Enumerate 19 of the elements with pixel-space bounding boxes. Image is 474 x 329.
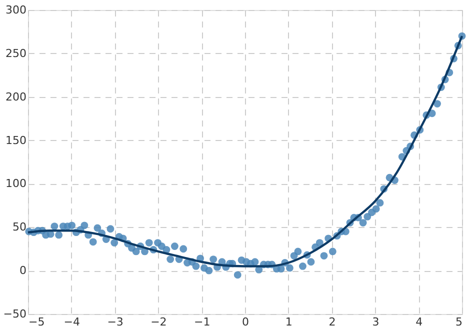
x-tick-label: −2 (150, 316, 167, 328)
x-tick-label: −4 (64, 316, 80, 328)
y-tick-label: −50 (3, 308, 26, 320)
y-tick-label: 250 (6, 46, 26, 60)
y-tick-label: 100 (6, 177, 26, 190)
x-tick-label: 5 (456, 316, 462, 328)
y-tick-label: 0 (20, 264, 26, 278)
x-tick-label: 3 (372, 316, 380, 328)
x-tick-label: −1 (194, 316, 210, 328)
x-tick-label: 2 (328, 316, 336, 328)
x-tick-label: 4 (416, 316, 423, 328)
y-tick-label: 150 (6, 134, 26, 147)
y-tick-label: 50 (12, 220, 26, 234)
x-tick-label: 1 (285, 316, 292, 328)
y-tick-label: 300 (6, 4, 26, 16)
x-tick-label: −3 (107, 316, 124, 328)
x-tick-label: 0 (242, 316, 249, 328)
y-tick-label: 200 (6, 90, 26, 104)
x-tick-label: −5 (28, 316, 45, 328)
